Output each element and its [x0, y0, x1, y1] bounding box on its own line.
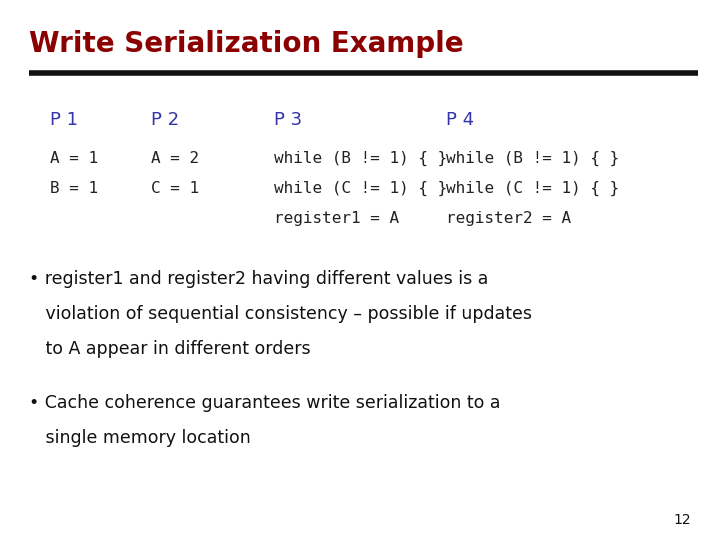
Text: while (B != 1) { }: while (B != 1) { } — [274, 151, 447, 166]
Text: to A appear in different orders: to A appear in different orders — [29, 340, 310, 358]
Text: register1 = A: register1 = A — [274, 211, 399, 226]
Text: P 2: P 2 — [151, 111, 179, 129]
Text: while (C != 1) { }: while (C != 1) { } — [446, 181, 620, 196]
Text: P 3: P 3 — [274, 111, 302, 129]
Text: violation of sequential consistency – possible if updates: violation of sequential consistency – po… — [29, 305, 532, 323]
Text: Write Serialization Example: Write Serialization Example — [29, 30, 464, 58]
Text: • register1 and register2 having different values is a: • register1 and register2 having differe… — [29, 270, 488, 288]
Text: A = 2: A = 2 — [151, 151, 199, 166]
Text: register2 = A: register2 = A — [446, 211, 572, 226]
Text: while (C != 1) { }: while (C != 1) { } — [274, 181, 447, 196]
Text: C = 1: C = 1 — [151, 181, 199, 196]
Text: single memory location: single memory location — [29, 429, 251, 447]
Text: • Cache coherence guarantees write serialization to a: • Cache coherence guarantees write seria… — [29, 394, 500, 412]
Text: 12: 12 — [674, 512, 691, 526]
Text: P 4: P 4 — [446, 111, 474, 129]
Text: while (B != 1) { }: while (B != 1) { } — [446, 151, 620, 166]
Text: A = 1: A = 1 — [50, 151, 99, 166]
Text: P 1: P 1 — [50, 111, 78, 129]
Text: B = 1: B = 1 — [50, 181, 99, 196]
